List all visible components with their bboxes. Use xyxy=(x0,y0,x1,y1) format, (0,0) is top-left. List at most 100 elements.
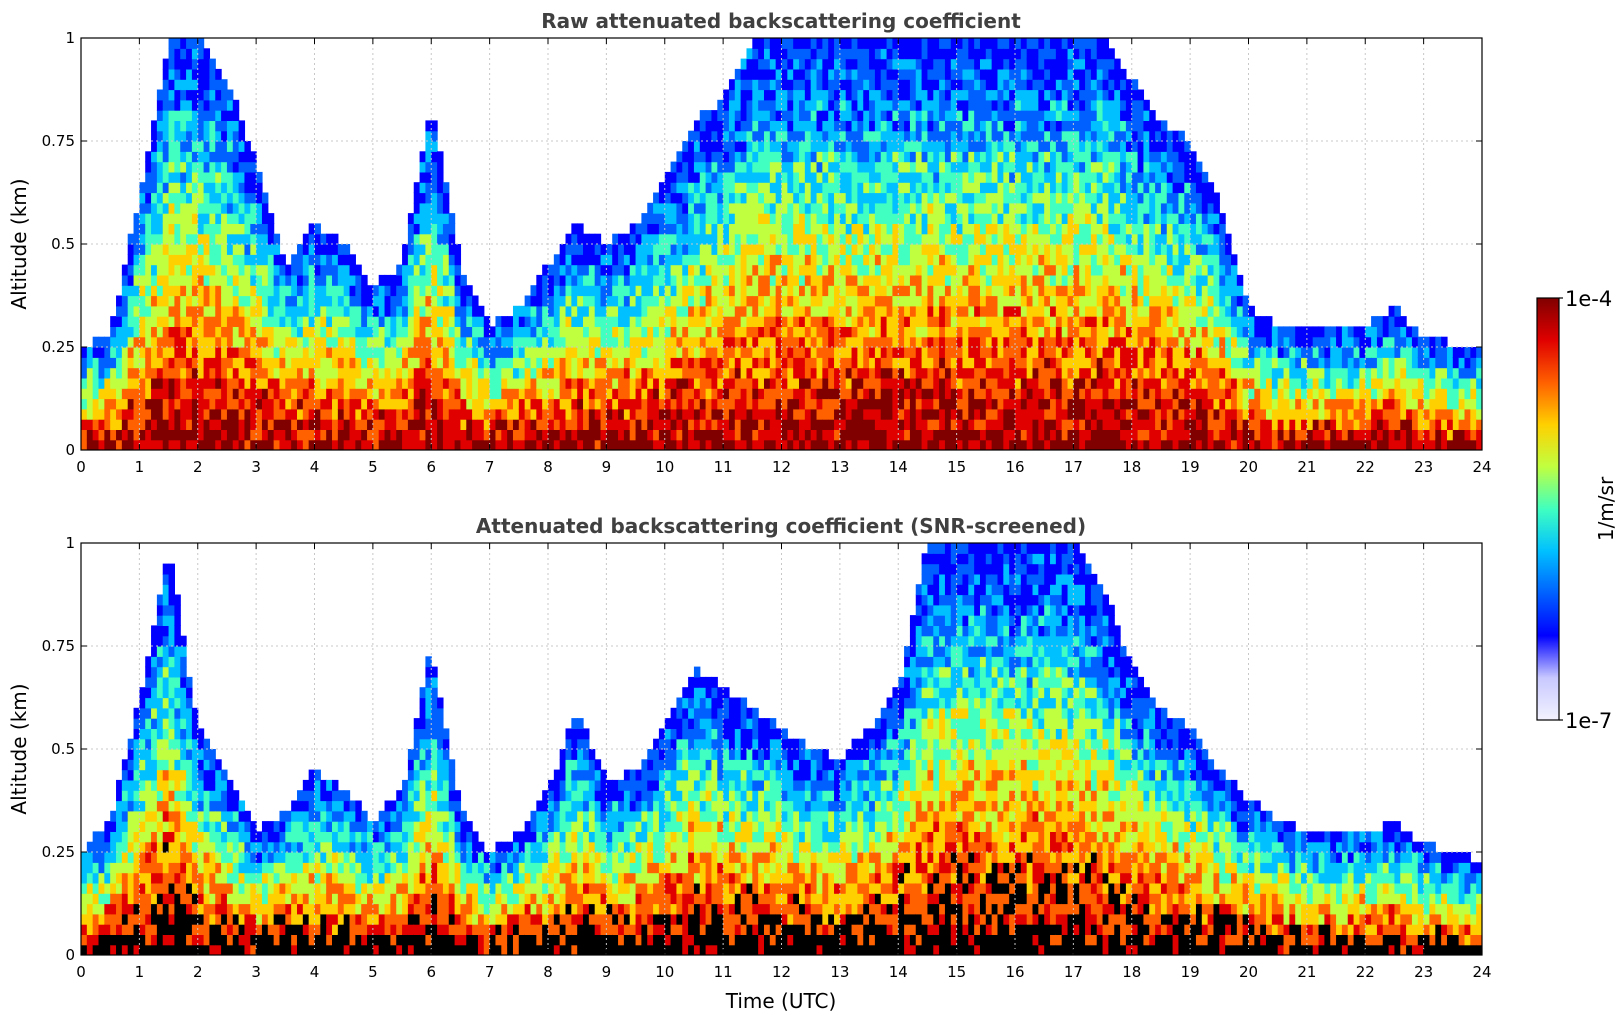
heatmap-cell xyxy=(402,254,409,266)
heatmap-cell xyxy=(793,89,800,101)
heatmap-cell xyxy=(956,285,964,297)
heatmap-cell xyxy=(296,357,304,369)
heatmap-cell xyxy=(904,429,911,441)
heatmap-cell xyxy=(758,151,765,163)
heatmap-cell xyxy=(658,285,666,297)
heatmap-cell xyxy=(851,429,858,441)
heatmap-cell xyxy=(326,429,333,441)
heatmap-cell xyxy=(197,398,205,410)
heatmap-cell xyxy=(728,336,736,348)
heatmap-cell xyxy=(571,274,578,286)
heatmap-cell xyxy=(256,285,263,297)
heatmap-cell xyxy=(378,285,386,297)
heatmap-cell xyxy=(349,388,356,400)
heatmap-cell xyxy=(139,316,146,327)
heatmap-cell xyxy=(775,244,783,255)
heatmap-cell xyxy=(950,130,958,142)
heatmap-cell xyxy=(162,439,170,450)
heatmap-cell xyxy=(874,58,882,70)
heatmap-cell xyxy=(933,429,940,441)
heatmap-cell xyxy=(413,285,421,297)
heatmap-cell xyxy=(734,254,742,266)
heatmap-cell xyxy=(857,244,864,255)
heatmap-cell xyxy=(968,285,975,297)
heatmap-cell xyxy=(279,419,286,430)
heatmap-cell xyxy=(880,439,888,450)
heatmap-cell xyxy=(822,223,829,235)
heatmap-cell xyxy=(647,244,654,255)
heatmap-cell xyxy=(437,161,444,173)
heatmap-cell xyxy=(1055,233,1063,245)
heatmap-cell xyxy=(962,233,969,245)
heatmap-cell xyxy=(880,151,888,163)
heatmap-cell xyxy=(186,429,193,441)
heatmap-cell xyxy=(1055,408,1063,420)
heatmap-cell xyxy=(758,336,765,348)
heatmap-cell xyxy=(594,367,602,379)
heatmap-cell xyxy=(828,429,835,441)
heatmap-cell xyxy=(145,254,152,266)
heatmap-cell xyxy=(238,316,246,327)
heatmap-cell xyxy=(962,316,969,327)
heatmap-cell xyxy=(874,419,882,430)
heatmap-cell xyxy=(606,274,613,286)
heatmap-cell xyxy=(495,388,502,400)
heatmap-cell xyxy=(641,429,648,441)
heatmap-cell xyxy=(775,264,783,276)
heatmap-cell xyxy=(746,388,753,400)
heatmap-cell xyxy=(892,274,899,286)
heatmap-cell xyxy=(635,305,642,317)
heatmap-cell xyxy=(419,244,427,255)
heatmap-cell xyxy=(1073,223,1080,235)
heatmap-cell xyxy=(1067,130,1074,142)
heatmap-cell xyxy=(863,68,870,80)
heatmap-cell xyxy=(699,274,707,286)
heatmap-cell xyxy=(834,141,841,152)
heatmap-cell xyxy=(839,110,847,121)
heatmap-cell xyxy=(641,213,648,224)
heatmap-cell xyxy=(705,285,713,297)
heatmap-cell xyxy=(267,295,275,307)
heatmap-cell xyxy=(413,347,421,358)
heatmap-cell xyxy=(1032,244,1039,255)
heatmap-cell xyxy=(869,439,876,450)
heatmap-cell xyxy=(974,254,981,266)
heatmap-cell xyxy=(775,58,783,70)
heatmap-cell xyxy=(641,398,648,410)
heatmap-cell xyxy=(571,429,578,441)
heatmap-cell xyxy=(407,295,415,307)
heatmap-cell xyxy=(845,182,853,194)
heatmap-cell xyxy=(588,429,596,441)
heatmap-cell xyxy=(956,202,964,214)
heatmap-cell xyxy=(226,89,234,101)
heatmap-cell xyxy=(145,316,152,327)
heatmap-cell xyxy=(460,367,467,379)
heatmap-cell xyxy=(110,326,117,338)
heatmap-cell xyxy=(863,223,870,235)
heatmap-cell xyxy=(174,161,181,173)
heatmap-cell xyxy=(787,367,794,379)
heatmap-cell xyxy=(769,326,777,338)
heatmap-cell xyxy=(1015,213,1022,224)
heatmap-cell xyxy=(86,347,94,358)
heatmap-cell xyxy=(758,377,765,389)
heatmap-cell xyxy=(121,264,129,276)
heatmap-cell xyxy=(1055,285,1063,297)
heatmap-cell xyxy=(956,192,964,204)
heatmap-cell xyxy=(909,305,917,317)
heatmap-cell xyxy=(1003,68,1010,80)
heatmap-cell xyxy=(244,161,251,173)
heatmap-cell xyxy=(939,58,946,70)
heatmap-cell xyxy=(454,419,462,430)
heatmap-cell xyxy=(939,336,946,348)
heatmap-cell xyxy=(162,171,170,183)
heatmap-cell xyxy=(367,429,374,441)
heatmap-cell xyxy=(448,244,456,255)
heatmap-cell xyxy=(728,120,736,132)
heatmap-cell xyxy=(904,316,911,327)
heatmap-cell xyxy=(921,58,929,70)
heatmap-cell xyxy=(1073,151,1080,163)
heatmap-cell xyxy=(1067,79,1074,91)
heatmap-cell xyxy=(1015,141,1022,152)
heatmap-cell xyxy=(326,254,333,266)
